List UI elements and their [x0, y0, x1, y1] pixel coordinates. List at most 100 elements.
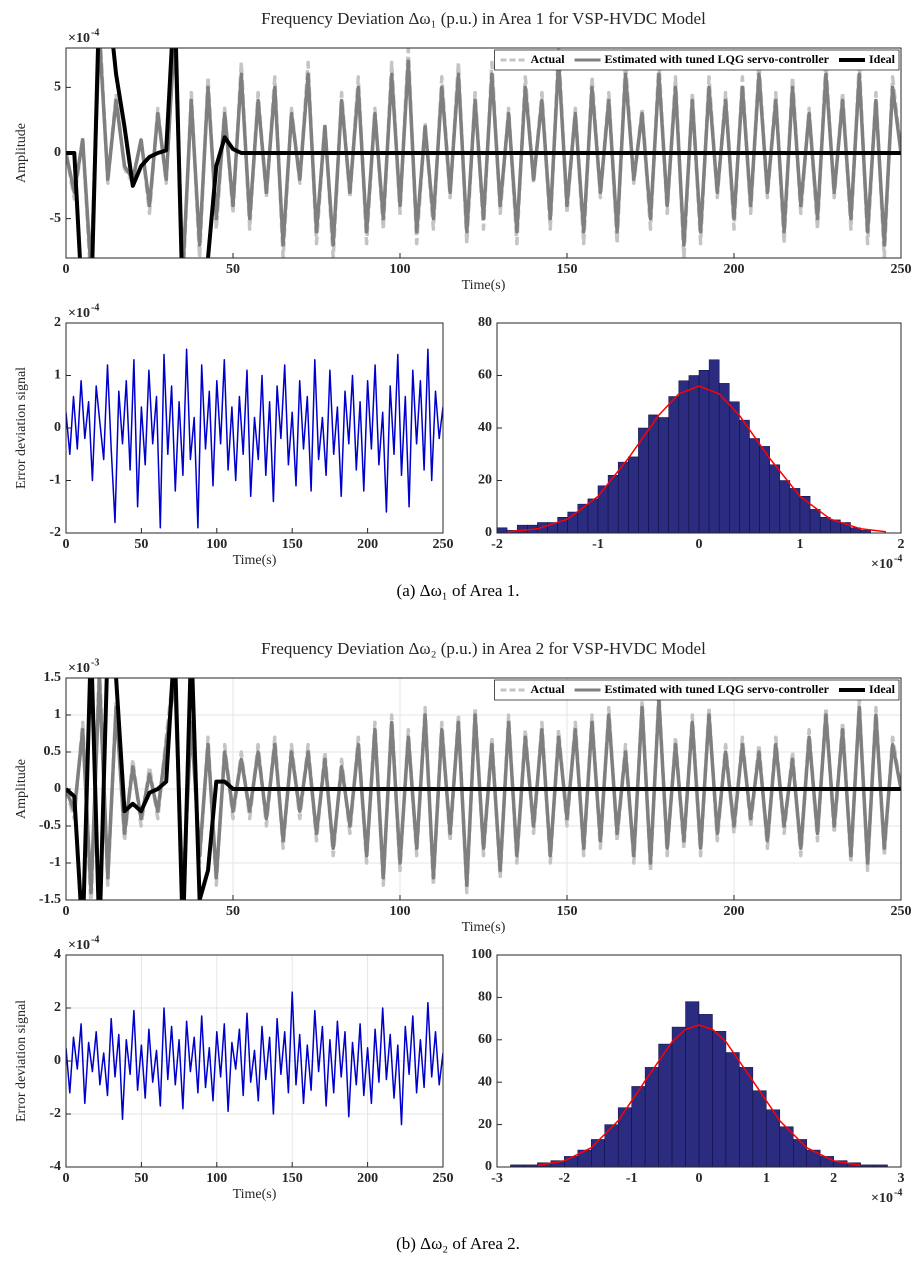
y-tick-label: 0: [54, 781, 61, 796]
y-tick-label: 4: [54, 947, 61, 962]
x-tick-label: 250: [433, 1171, 454, 1186]
series-line: [66, 48, 901, 258]
y-tick-label: 20: [478, 1117, 492, 1132]
plot-marks: [497, 359, 886, 533]
y-tick-label: 40: [478, 420, 492, 435]
x-tick-label: -2: [491, 537, 503, 552]
histogram-bar: [819, 517, 831, 533]
y-tick-label: 0: [485, 525, 492, 540]
caption: (a) Δω₁ of Area 1.: [397, 581, 520, 600]
histogram-bar: [799, 496, 811, 533]
y-tick-label: 0: [54, 145, 61, 160]
y-tick-label: 2: [54, 1000, 61, 1015]
x-tick-label: 3: [898, 1171, 905, 1186]
y-tick-label: 20: [478, 473, 492, 488]
scale-exponent: -4: [91, 302, 99, 313]
x-tick-label: -2: [558, 1171, 570, 1186]
x-tick-label: 0: [63, 262, 70, 277]
x-tick-label: 0: [696, 1171, 703, 1186]
histogram-bar: [678, 380, 690, 533]
series-line: [66, 678, 901, 900]
x-tick-label: 250: [891, 262, 912, 277]
axes-frame: [65, 47, 902, 259]
x-tick-label: 1: [797, 537, 804, 552]
x-tick-label: 0: [63, 1171, 70, 1186]
y-tick-label: 80: [478, 315, 492, 330]
histogram-bar: [658, 1043, 673, 1167]
scale-label: ×10: [68, 306, 90, 321]
scale-label: ×10: [871, 1191, 893, 1206]
series-line: [66, 678, 901, 895]
y-tick-label: -0.5: [39, 818, 61, 833]
x-axis-label: Time(s): [233, 553, 277, 568]
scale-label: ×10: [68, 31, 90, 46]
y-tick-label: 2: [54, 315, 61, 330]
x-tick-label: 0: [63, 904, 70, 919]
histogram-bar: [497, 527, 508, 533]
y-tick-label: 1: [54, 707, 61, 722]
histogram-bar: [628, 456, 639, 533]
scale-label: ×10: [68, 938, 90, 953]
y-tick-label: 100: [471, 947, 492, 962]
histogram-bar: [749, 438, 760, 533]
histogram-bar: [591, 1139, 605, 1167]
histogram-bar: [708, 359, 720, 533]
x-tick-label: -3: [491, 1171, 503, 1186]
axes-frame: [496, 954, 902, 1168]
legend-label: Ideal: [869, 682, 896, 696]
chart-title: Frequency Deviation Δω₁ (p.u.) in Area 1…: [261, 9, 706, 28]
y-tick-label: -2: [49, 525, 61, 540]
legend-label: Actual: [531, 52, 566, 66]
plot-marks: [66, 678, 901, 900]
scale-exponent: -4: [91, 934, 99, 945]
plot-marks: [510, 1001, 888, 1167]
plot-marks: [66, 48, 901, 258]
x-tick-label: 2: [830, 1171, 837, 1186]
x-tick-label: 200: [724, 262, 745, 277]
x-tick-label: 250: [891, 904, 912, 919]
scale-label: ×10: [871, 557, 893, 572]
histogram-bar: [671, 1026, 686, 1167]
x-tick-label: 200: [724, 904, 745, 919]
histogram-bar: [793, 1139, 807, 1167]
y-axis-label: Amplitude: [14, 123, 29, 183]
x-tick-label: 200: [357, 1171, 378, 1186]
y-tick-label: 1: [54, 368, 61, 383]
y-axis-label: Error deviation signal: [14, 367, 29, 489]
y-tick-label: 60: [478, 1032, 492, 1047]
legend-label: Ideal: [869, 52, 896, 66]
scale-exponent: -4: [894, 1187, 902, 1198]
x-tick-label: -1: [626, 1171, 638, 1186]
axes-frame: [65, 322, 444, 534]
chart-title: Frequency Deviation Δω₂ (p.u.) in Area 2…: [261, 639, 706, 658]
histogram-bar: [617, 461, 629, 533]
series-line: [66, 991, 443, 1126]
y-axis-label: Error deviation signal: [14, 1000, 29, 1122]
legend-label: Estimated with tuned LQG servo-controlle…: [605, 52, 830, 66]
histogram-bar: [752, 1090, 767, 1167]
histogram-bar: [607, 475, 619, 533]
x-tick-label: 0: [63, 537, 70, 552]
y-tick-label: 40: [478, 1074, 492, 1089]
histogram-bar: [644, 1067, 659, 1167]
x-axis-label: Time(s): [462, 278, 506, 293]
histogram-bar: [779, 480, 791, 533]
x-tick-label: 100: [390, 904, 411, 919]
histogram-bar: [725, 1052, 740, 1167]
histogram-bar: [759, 446, 770, 533]
scale-exponent: -4: [894, 553, 902, 564]
plot-marks: [66, 348, 443, 529]
axes-frame: [496, 322, 902, 534]
x-tick-label: -1: [592, 537, 604, 552]
x-tick-label: 50: [134, 1171, 148, 1186]
x-tick-label: 50: [134, 537, 148, 552]
histogram-bar: [648, 414, 659, 533]
y-tick-label: 5: [54, 80, 61, 95]
histogram-bar: [698, 370, 710, 533]
scale-exponent: -4: [91, 27, 99, 38]
y-tick-label: 1.5: [44, 670, 62, 685]
legend-box: [494, 679, 900, 701]
histogram-bar: [668, 396, 680, 533]
scale-exponent: -3: [91, 657, 99, 668]
